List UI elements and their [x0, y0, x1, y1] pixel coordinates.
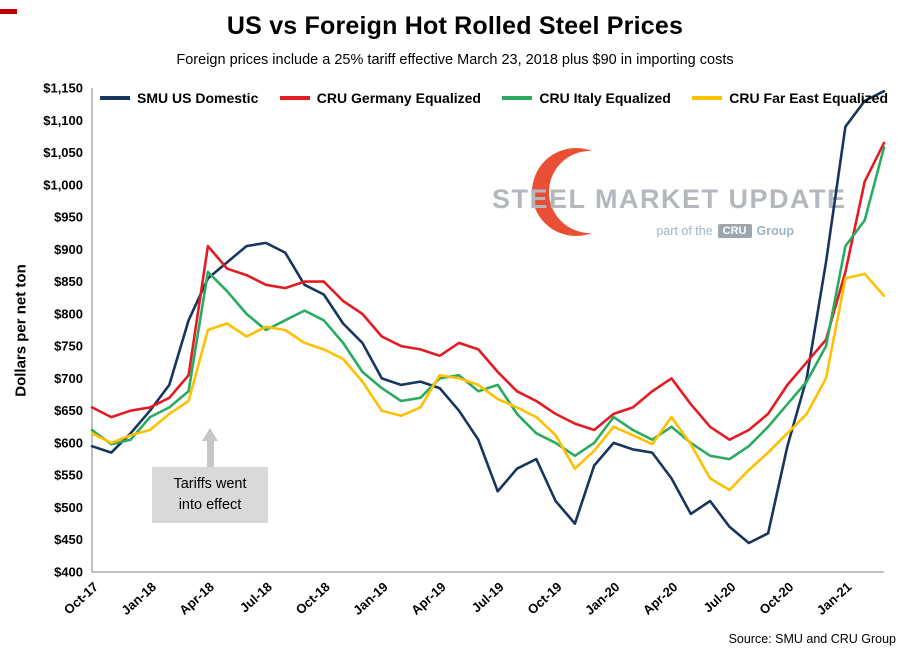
y-tick-label: $550	[54, 468, 83, 483]
legend-item-smu-us-domestic: SMU US Domestic	[100, 90, 258, 106]
tariff-annotation: Tariffs went into effect	[152, 428, 268, 524]
y-tick-label: $800	[54, 306, 83, 321]
y-tick-label: $1,150	[43, 81, 83, 96]
y-tick-label: $950	[54, 210, 83, 225]
source-note: Source: SMU and CRU Group	[728, 632, 896, 646]
annotation-arrow-shaft	[206, 441, 214, 467]
cru-badge: CRU	[717, 224, 752, 238]
legend-item-cru-italy-equalized: CRU Italy Equalized	[502, 90, 671, 106]
legend-swatch	[100, 96, 130, 100]
y-tick-label: $1,000	[43, 177, 83, 192]
legend-label: SMU US Domestic	[137, 90, 259, 106]
x-tick-label: Apr-18	[176, 579, 217, 618]
x-tick-label: Jan-21	[814, 579, 855, 618]
x-tick-label: Oct-18	[293, 579, 333, 617]
series-line-cru-germany-equalized	[90, 141, 886, 442]
x-tick-label: Jul-19	[469, 579, 507, 615]
legend-item-cru-far-east-equalized: CRU Far East Equalized	[692, 90, 888, 106]
annotation-box: Tariffs went into effect	[152, 467, 268, 524]
watermark-part-of: part of the	[656, 224, 713, 238]
watermark-subtext: part of the CRU Group	[656, 224, 794, 238]
x-tick-label: Apr-20	[640, 579, 681, 618]
y-tick-label: $400	[54, 565, 83, 580]
chart-subtitle: Foreign prices include a 25% tariff effe…	[176, 52, 734, 68]
y-axis-title: Dollars per net ton	[12, 264, 30, 397]
x-tick-label: Oct-20	[756, 579, 796, 617]
steel-market-update-watermark: STEEL MARKET UPDATE part of the CRU Grou…	[492, 148, 847, 323]
legend-swatch	[502, 96, 533, 100]
smu-logo-crescent-icon	[532, 148, 631, 236]
y-tick-label: $750	[54, 339, 83, 354]
chart-area: STEEL MARKET UPDATE part of the CRU Grou…	[0, 80, 910, 661]
y-tick-label: $700	[54, 371, 83, 386]
legend-swatch	[279, 96, 310, 100]
y-tick-label: $1,100	[43, 113, 83, 128]
y-tick-label: $500	[54, 500, 83, 515]
x-tick-label: Jan-19	[350, 579, 391, 618]
annotation-line1: Tariffs went	[173, 476, 247, 492]
y-tick-label: $900	[54, 242, 83, 257]
watermark-group: Group	[756, 224, 795, 238]
y-tick-label: $850	[54, 274, 83, 289]
series-line-cru-far-east-equalized	[90, 272, 886, 492]
series-line-cru-italy-equalized	[90, 146, 886, 461]
x-tick-label: Jul-20	[701, 579, 739, 615]
slide-accent-mark	[0, 9, 17, 14]
line-chart: $400 $450 $500 $550 $600 $650 $700 $750 $800 $850…	[43, 81, 886, 618]
annotation-arrow-icon	[202, 428, 218, 441]
x-tick-label: Jan-20	[582, 579, 623, 618]
y-tick-label: $600	[54, 435, 83, 450]
legend-label: CRU Germany Equalized	[316, 90, 481, 106]
chart-title: US vs Foreign Hot Rolled Steel Prices	[226, 12, 684, 40]
x-tick-label: Oct-17	[61, 579, 101, 617]
legend-label: CRU Italy Equalized	[539, 90, 671, 106]
x-tick-label: Jul-18	[237, 579, 275, 615]
watermark-text: STEEL MARKET UPDATE	[492, 184, 847, 214]
x-tick-label: Oct-19	[525, 579, 565, 617]
y-tick-label: $450	[54, 532, 83, 547]
legend-label: CRU Far East Equalized	[729, 90, 888, 106]
y-tick-label: $1,050	[43, 145, 83, 160]
legend: SMU US Domestic CRU Germany Equalized CRU …	[100, 90, 888, 106]
y-tick-label: $650	[54, 403, 83, 418]
x-tick-label: Jan-18	[118, 579, 159, 618]
legend-swatch	[692, 96, 723, 100]
legend-item-cru-germany-equalized: CRU Germany Equalized	[279, 90, 481, 106]
annotation-line2: into effect	[178, 497, 242, 514]
x-tick-label: Apr-19	[408, 579, 449, 618]
